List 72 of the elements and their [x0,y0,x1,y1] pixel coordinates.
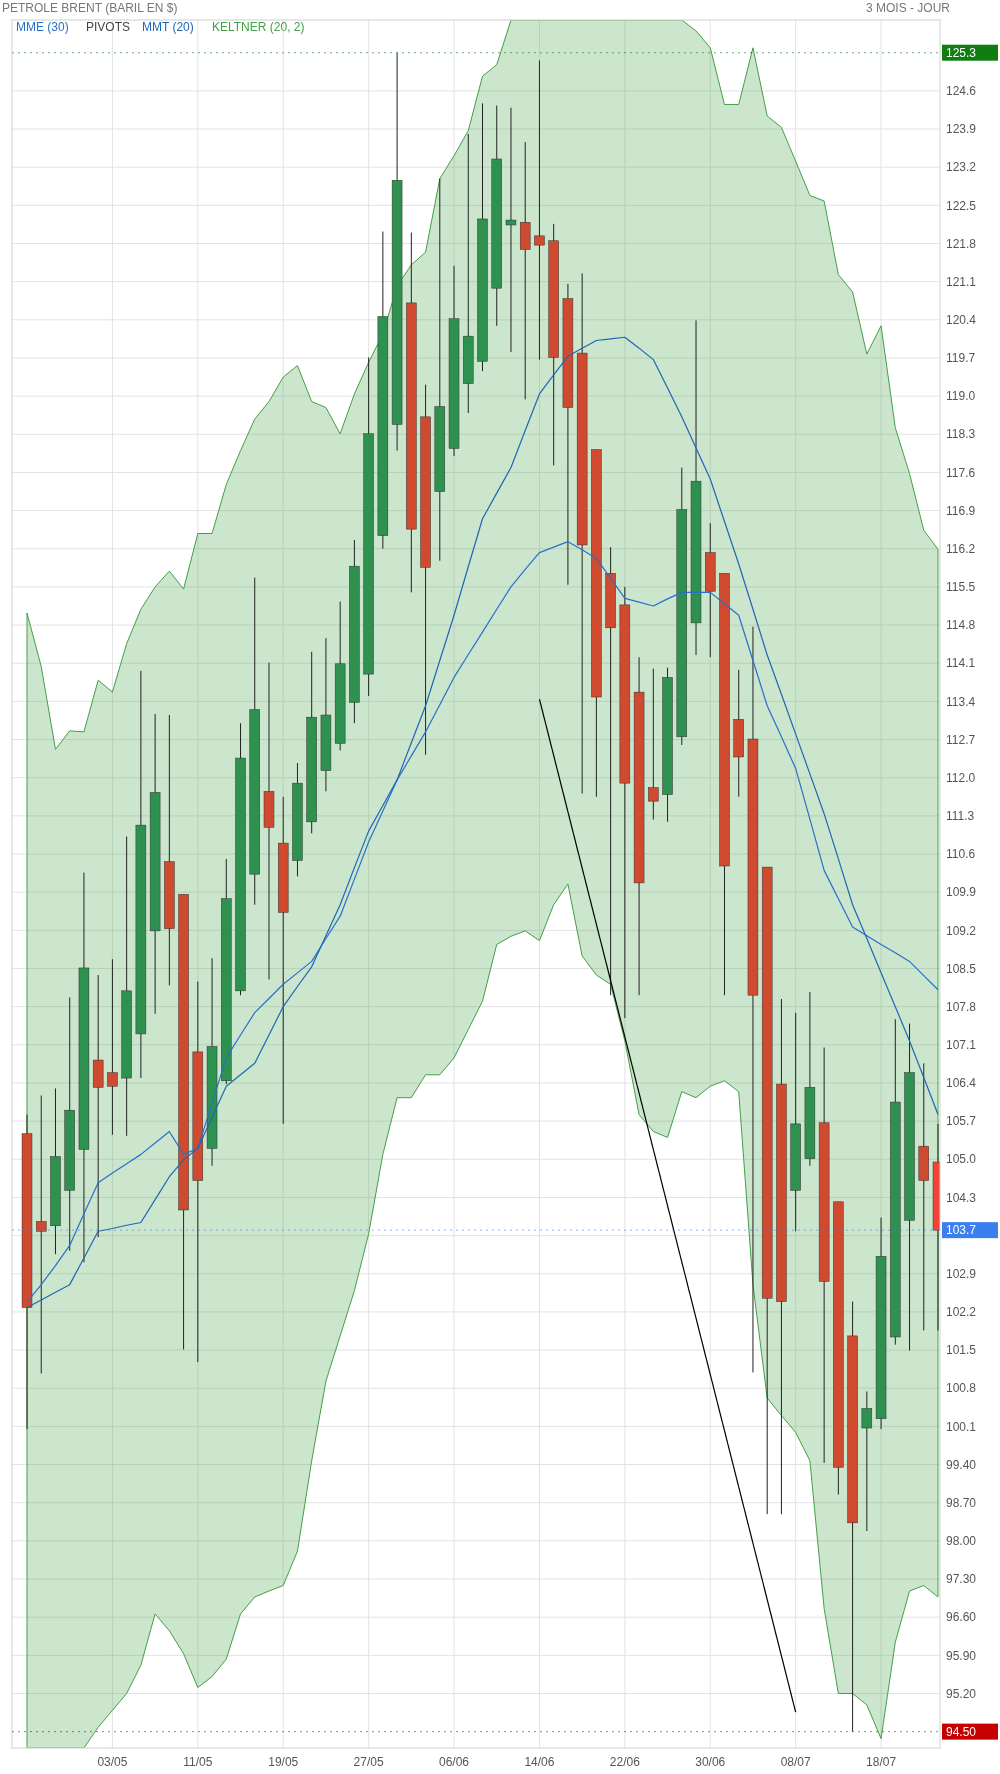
y-tick-label: 96.60 [946,1610,977,1625]
x-tick-label: 06/06 [439,1755,470,1769]
y-tick-label: 106.4 [946,1076,977,1091]
y-tick-label: 97.30 [946,1572,977,1587]
y-tick-label: 109.9 [946,885,977,900]
ref-line-label: 94.50 [946,1724,977,1739]
candlestick [648,668,659,821]
x-tick-label: 14/06 [524,1755,555,1769]
y-tick-label: 115.5 [946,580,976,595]
y-tick-label: 112.0 [946,770,976,785]
candlestick [505,107,517,353]
y-tick-label: 102.2 [946,1305,977,1320]
chart-subtitle: 3 MOIS - JOUR [865,1,951,15]
y-tick-label: 117.6 [946,465,976,480]
chart-title: PETROLE BRENT (BARIL EN $) [2,1,178,15]
text: MMT (20) [142,20,194,34]
x-tick-label: 19/05 [268,1755,299,1769]
y-tick-label: 123.9 [946,122,977,137]
candlestick [861,1391,873,1532]
y-tick-label: 100.1 [946,1419,977,1434]
x-tick-label: 22/06 [609,1755,641,1769]
y-tick-label: 107.8 [946,999,977,1014]
y-tick-label: 105.7 [946,1114,977,1129]
y-tick-label: 120.4 [946,313,977,328]
y-tick-label: 121.8 [946,236,977,251]
line-series [26,336,939,1309]
y-tick-label: 95.20 [946,1686,977,1701]
legend-label: PIVOTS [86,20,131,34]
x-tick-label: 30/06 [695,1755,726,1769]
y-tick-label: 109.2 [946,923,977,938]
y-tick-label: 104.3 [946,1190,977,1205]
y-tick-label: 108.5 [946,961,977,976]
y-tick-label: 116.2 [946,541,976,556]
y-tick-label: 98.00 [946,1534,977,1549]
ref-line-label: 125.3 [946,45,977,60]
y-tick-label: 98.70 [946,1495,977,1510]
legend-label: KELTNER (20, 2) [212,20,305,34]
candlestick [263,662,275,980]
y-tick-label: 99.40 [946,1457,977,1472]
candlestick [107,958,118,1136]
text: MME (30) [16,20,69,34]
y-tick-label: 107.1 [946,1038,977,1053]
y-tick-label: 113.4 [946,694,976,709]
y-tick-label: 102.9 [946,1266,977,1281]
y-tick-label: 111.3 [946,809,975,824]
x-tick-label: 08/07 [780,1755,811,1769]
x-tick-label: 03/05 [97,1755,128,1769]
candlestick [519,141,531,400]
y-tick-label: 123.2 [946,160,977,175]
y-tick-label: 110.6 [946,847,976,862]
candlestick [36,1095,47,1375]
y-tick-label: 119.7 [946,351,976,366]
y-tick-label: 101.5 [946,1343,977,1358]
y-tick-label: 95.90 [946,1648,977,1663]
y-tick-label: 114.1 [946,656,976,671]
y-tick-label: 124.6 [946,84,977,99]
y-tick-label: 121.1 [946,274,977,289]
candlestick [534,59,545,361]
ref-line-label: 103.7 [946,1223,977,1238]
y-tick-label: 112.7 [946,732,976,747]
y-tick-label: 119.0 [946,389,976,404]
x-tick-label: 18/07 [866,1755,897,1769]
y-tick-label: 122.5 [946,198,977,213]
y-tick-label: 105.0 [946,1152,977,1167]
y-tick-label: 116.9 [946,503,976,518]
x-tick-label: 11/05 [183,1755,213,1769]
candlestick [92,974,104,1238]
line-series [26,541,939,1303]
x-tick-label: 27/05 [353,1755,384,1769]
y-tick-label: 100.8 [946,1381,977,1396]
y-tick-label: 114.8 [946,618,976,633]
y-tick-label: 118.3 [946,427,976,442]
